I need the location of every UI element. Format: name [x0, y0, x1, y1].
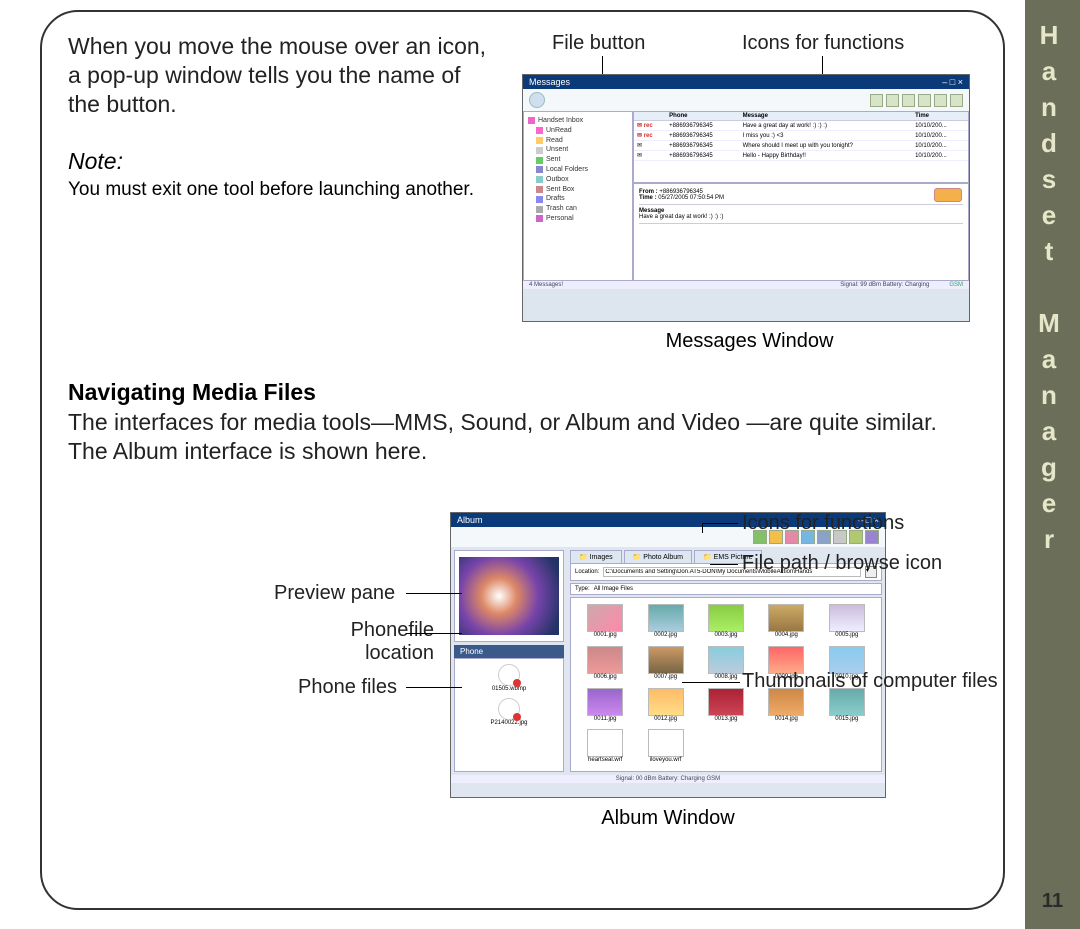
messages-caption: Messages Window: [522, 330, 977, 353]
callout-file-path: File path / browse icon: [742, 552, 942, 575]
folder-tree[interactable]: Handset Inbox UnReadReadUnsentSentLocal …: [523, 111, 633, 281]
thumbnail[interactable]: 0005.jpg: [819, 604, 875, 640]
tab[interactable]: 📁 Images: [570, 550, 622, 563]
callout-icons-functions: Icons for functions: [742, 32, 904, 55]
phone-tab[interactable]: Phone: [454, 645, 564, 658]
page-number: 11: [1025, 890, 1080, 913]
thumbnail[interactable]: 0011.jpg: [577, 688, 633, 724]
file-button[interactable]: [529, 92, 545, 108]
callout-album-icons: Icons for functions: [742, 512, 904, 535]
leader-line: [702, 523, 738, 524]
window-title: Messages: [529, 77, 570, 87]
thumbnail[interactable]: 0001.jpg: [577, 604, 633, 640]
phone-file-item[interactable]: 01505.wbmp: [460, 664, 558, 692]
toolbar: [523, 89, 969, 111]
side-label: Handset Manager: [1033, 20, 1064, 560]
intro-text: When you move the mouse over an icon, a …: [68, 32, 498, 118]
thumbnail[interactable]: 0002.jpg: [637, 604, 693, 640]
note-body: You must exit one tool before launching …: [68, 179, 498, 202]
leader-line: [406, 593, 462, 594]
thumbnail[interactable]: 0012.jpg: [637, 688, 693, 724]
thumbnail[interactable]: 0006.jpg: [577, 646, 633, 682]
toolbar-icon[interactable]: [886, 94, 899, 107]
thumbnail[interactable]: 0007.jpg: [637, 646, 693, 682]
tab[interactable]: 📁 Photo Album: [624, 550, 692, 563]
preview-image: [459, 557, 559, 635]
window-title: Album: [457, 515, 483, 525]
callout-preview-pane: Preview pane: [274, 582, 395, 605]
thumbnail[interactable]: heartseal.wrf: [577, 729, 633, 765]
callout-thumbnails: Thumbnails of computer files: [742, 670, 998, 693]
album-caption: Album Window: [450, 807, 886, 830]
message-detail: From : +886936796345 Time : 05/27/2005 0…: [633, 183, 969, 281]
toolbar-icon[interactable]: [950, 94, 963, 107]
callout-phonefile-location: Phonefile location: [314, 619, 434, 665]
note-label: Note:: [68, 148, 498, 175]
thumbnail[interactable]: iloveyou.wrf: [637, 729, 693, 765]
leader-line: [406, 687, 462, 688]
reply-button[interactable]: [934, 188, 962, 202]
phone-files-list[interactable]: 01505.wbmp P2140022.jpg: [454, 658, 564, 772]
status-bar: Signal: 00 dBm Battery: Charging GSM: [451, 775, 885, 783]
side-tab: Handset Manager 11: [1025, 0, 1080, 929]
thumbnail[interactable]: 0004.jpg: [758, 604, 814, 640]
window-titlebar: Messages – □ ×: [523, 75, 969, 89]
section-body: The interfaces for media tools—MMS, Soun…: [68, 408, 977, 466]
leader-line: [710, 564, 738, 565]
type-value: All Image Files: [594, 586, 633, 592]
path-label: Location:: [575, 569, 599, 575]
preview-pane: [454, 550, 564, 642]
page-frame: When you move the mouse over an icon, a …: [40, 10, 1005, 910]
section-heading: Navigating Media Files: [68, 379, 977, 406]
status-bar: 4 Messages! Signal: 99 dBm Battery: Char…: [523, 281, 969, 289]
callout-file-button: File button: [552, 32, 645, 55]
messages-window: Messages – □ ×: [522, 74, 970, 322]
toolbar-icon[interactable]: [918, 94, 931, 107]
toolbar-icons: [870, 94, 963, 107]
leader-line: [682, 682, 740, 683]
phone-file-item[interactable]: P2140022.jpg: [460, 698, 558, 726]
thumbnail[interactable]: 0003.jpg: [698, 604, 754, 640]
leader-line: [406, 633, 462, 634]
callout-phone-files: Phone files: [298, 676, 397, 699]
toolbar-icon[interactable]: [870, 94, 883, 107]
window-controls: – □ ×: [942, 77, 963, 87]
message-table[interactable]: PhoneMessageTime✉ rec+886936796345Have a…: [633, 111, 969, 183]
toolbar-icon[interactable]: [902, 94, 915, 107]
leader-line: [702, 523, 703, 533]
type-label: Type:: [575, 586, 590, 592]
type-bar: Type: All Image Files: [570, 583, 882, 595]
toolbar-icon[interactable]: [934, 94, 947, 107]
